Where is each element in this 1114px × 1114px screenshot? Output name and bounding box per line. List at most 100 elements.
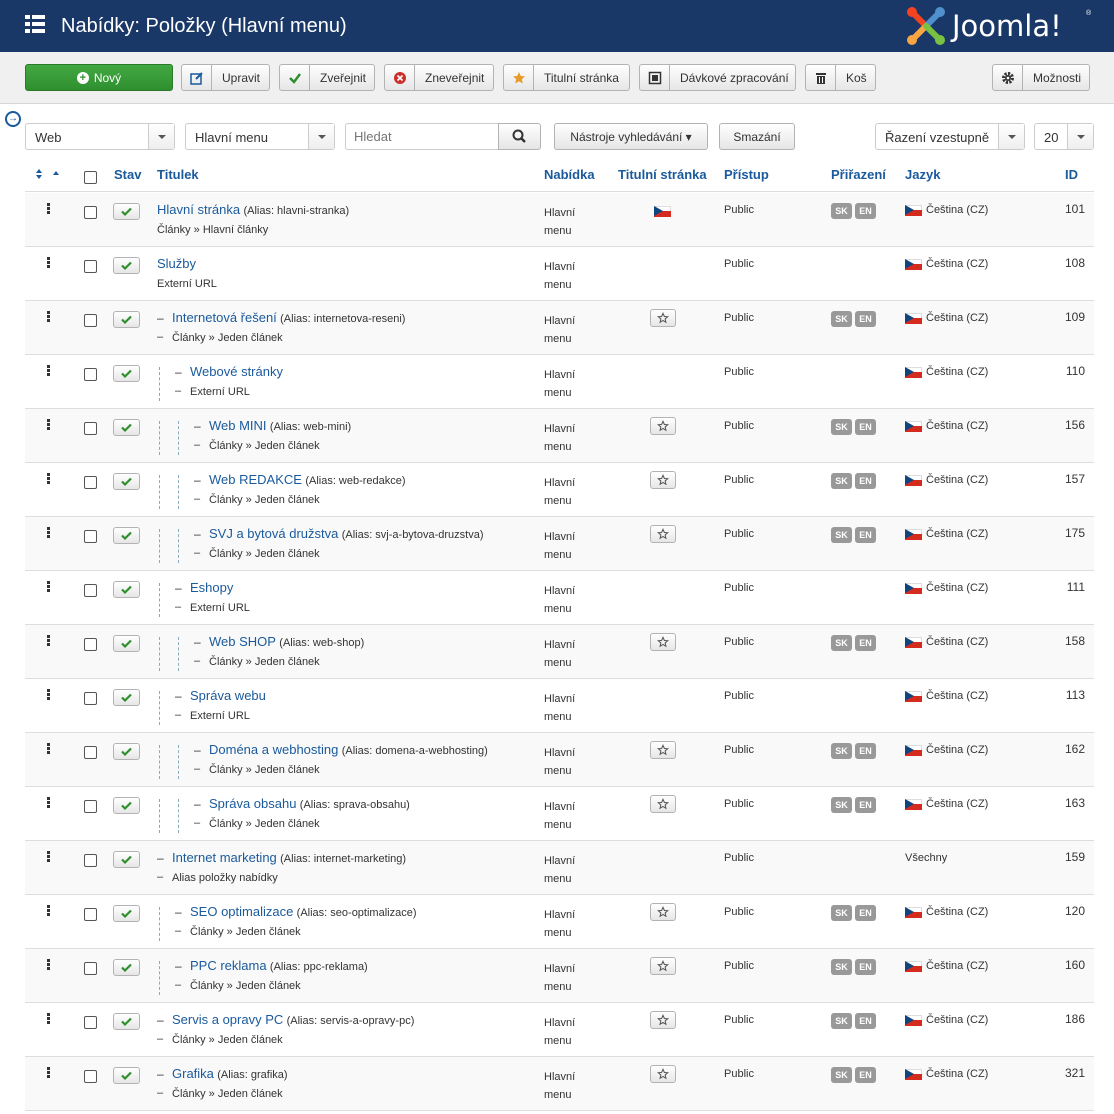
table-row[interactable]: – – PPC reklama (Alias: ppc-reklama) Články… [25,949,1094,1003]
set-home-button[interactable] [650,471,676,489]
row-checkbox[interactable] [84,800,97,813]
item-title-link[interactable]: Web REDAKCE [209,472,302,487]
association-badge-en[interactable]: EN [855,635,876,651]
row-checkbox[interactable] [84,314,97,327]
table-row[interactable]: – – Internetová řešení (Alias: internetova… [25,301,1094,355]
row-checkbox[interactable] [84,746,97,759]
published-toggle[interactable] [113,905,140,922]
table-row[interactable]: Služby Externí URL Hlavní menu Public Češti… [25,247,1094,301]
published-toggle[interactable] [113,797,140,814]
column-association[interactable]: Přiřazení [831,167,886,182]
site-select[interactable]: Web [25,123,175,150]
row-checkbox[interactable] [84,260,97,273]
row-checkbox[interactable] [84,368,97,381]
drag-handle-icon[interactable] [47,635,50,647]
association-badge-sk[interactable]: SK [831,959,852,975]
association-badge-en[interactable]: EN [855,1013,876,1029]
item-title-link[interactable]: Správa obsahu [209,796,297,811]
published-toggle[interactable] [113,635,140,652]
set-home-button[interactable] [650,1065,676,1083]
column-title[interactable]: Titulek [157,167,199,182]
search-input[interactable] [345,123,499,150]
batch-button[interactable]: Dávkové zpracování [639,64,796,91]
published-toggle[interactable] [113,257,140,274]
trash-button[interactable]: Koš [805,64,876,91]
column-home[interactable]: Titulní stránka [618,167,707,182]
edit-button[interactable]: Upravit [181,64,270,91]
set-home-button[interactable] [650,417,676,435]
item-title-link[interactable]: Internetová řešení [172,310,277,325]
published-toggle[interactable] [113,473,140,490]
drag-handle-icon[interactable] [47,419,50,431]
association-badge-sk[interactable]: SK [831,203,852,219]
published-toggle[interactable] [113,689,140,706]
row-checkbox[interactable] [84,422,97,435]
row-checkbox[interactable] [84,908,97,921]
published-toggle[interactable] [113,1067,140,1084]
row-checkbox[interactable] [84,530,97,543]
table-row[interactable]: – – Servis a opravy PC (Alias: servis-a-op… [25,1003,1094,1057]
published-toggle[interactable] [113,365,140,382]
column-access[interactable]: Přístup [724,167,769,182]
table-row[interactable]: – – Eshopy Externí URL Hlavní menu Public Češ… [25,571,1094,625]
sort-ordering-icon[interactable] [35,168,63,180]
item-title-link[interactable]: Webové stránky [190,364,283,379]
row-checkbox[interactable] [84,692,97,705]
publish-button[interactable]: Zveřejnit [279,64,375,91]
row-checkbox[interactable] [84,854,97,867]
association-badge-en[interactable]: EN [855,419,876,435]
set-home-button[interactable] [650,795,676,813]
published-toggle[interactable] [113,1013,140,1030]
drag-handle-icon[interactable] [47,905,50,917]
association-badge-en[interactable]: EN [855,743,876,759]
item-title-link[interactable]: Web SHOP [209,634,276,649]
table-row[interactable]: – – Doména a webhosting (Alias: domena-a-w… [25,733,1094,787]
drag-handle-icon[interactable] [47,203,50,215]
published-toggle[interactable] [113,959,140,976]
association-badge-sk[interactable]: SK [831,311,852,327]
association-badge-en[interactable]: EN [855,797,876,813]
table-row[interactable]: Hlavní stránka (Alias: hlavni-stranka) Čl… [25,193,1094,247]
row-checkbox[interactable] [84,1016,97,1029]
item-title-link[interactable]: Web MINI [209,418,267,433]
association-badge-sk[interactable]: SK [831,905,852,921]
association-badge-sk[interactable]: SK [831,419,852,435]
row-checkbox[interactable] [84,962,97,975]
item-title-link[interactable]: Servis a opravy PC [172,1012,284,1027]
published-toggle[interactable] [113,203,140,220]
select-all-checkbox[interactable] [84,171,97,184]
unpublish-button[interactable]: Zneveřejnit [384,64,494,91]
association-badge-en[interactable]: EN [855,311,876,327]
menu-select[interactable]: Hlavní menu [185,123,335,150]
ordering-select[interactable]: Řazení vzestupně [875,123,1025,150]
sidebar-toggle-icon[interactable]: → [5,111,21,127]
table-row[interactable]: – – Webové stránky Externí URL Hlavní menu P… [25,355,1094,409]
drag-handle-icon[interactable] [47,851,50,863]
clear-button[interactable]: Smazání [719,123,795,150]
item-title-link[interactable]: Eshopy [190,580,234,595]
set-home-button[interactable] [650,309,676,327]
options-button[interactable]: Možnosti [992,64,1090,91]
search-tools-button[interactable]: Nástroje vyhledávání ▾ [554,123,708,150]
search-button[interactable] [498,123,541,150]
table-row[interactable]: – – Internet marketing (Alias: internet-ma… [25,841,1094,895]
home-page-button[interactable]: Titulní stránka [503,64,630,91]
item-title-link[interactable]: Grafika [172,1066,214,1081]
published-toggle[interactable] [113,851,140,868]
row-checkbox[interactable] [84,206,97,219]
table-row[interactable]: – – SVJ a bytová družstva (Alias: svj-a-by… [25,517,1094,571]
table-row[interactable]: – – Web MINI (Alias: web-mini) Články » Jed… [25,409,1094,463]
drag-handle-icon[interactable] [47,365,50,377]
table-row[interactable]: – – Web SHOP (Alias: web-shop) Články » Jed… [25,625,1094,679]
item-title-link[interactable]: SVJ a bytová družstva [209,526,339,541]
drag-handle-icon[interactable] [47,527,50,539]
association-badge-sk[interactable]: SK [831,797,852,813]
association-badge-sk[interactable]: SK [831,473,852,489]
drag-handle-icon[interactable] [47,311,50,323]
association-badge-en[interactable]: EN [855,203,876,219]
limit-select[interactable]: 20 [1034,123,1094,150]
item-title-link[interactable]: Služby [157,256,197,271]
published-toggle[interactable] [113,527,140,544]
association-badge-en[interactable]: EN [855,905,876,921]
set-home-button[interactable] [650,633,676,651]
